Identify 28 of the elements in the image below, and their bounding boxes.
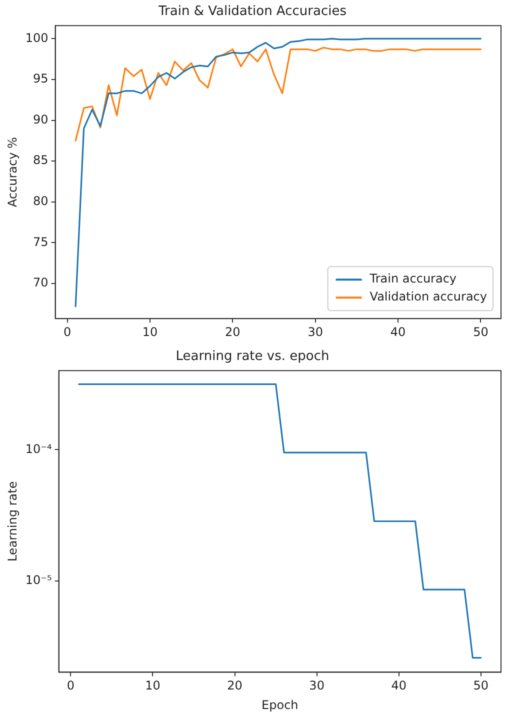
y-axis-title: Learning rate (5, 481, 20, 562)
y-tick-label: 10⁻⁴ (25, 442, 52, 456)
x-tick-label: 0 (66, 678, 75, 693)
y-tick-label: 100 (25, 30, 48, 45)
legend-label: Validation accuracy (370, 290, 488, 304)
x-axis-title: Epoch (262, 698, 298, 712)
x-tick-label: 0 (63, 324, 72, 339)
y-tick-label: 80 (33, 194, 48, 208)
y-tick-label: 75 (33, 234, 48, 249)
y-tick-label: 70 (33, 276, 48, 290)
x-tick-label: 20 (227, 678, 242, 693)
x-tick-label: 20 (225, 324, 240, 339)
y-tick-label: 95 (33, 72, 48, 86)
x-tick-label: 30 (308, 324, 324, 339)
x-tick-label: 50 (473, 324, 488, 339)
x-tick-label: 40 (390, 324, 406, 339)
y-tick-label: 10⁻⁵ (25, 573, 52, 588)
y-axis-title: Accuracy % (5, 137, 20, 208)
x-tick-label: 50 (473, 678, 489, 693)
legend-label: Train accuracy (368, 272, 457, 286)
y-tick-label: 90 (33, 112, 48, 126)
x-tick-label: 10 (142, 324, 158, 339)
x-tick-label: 10 (145, 678, 160, 693)
chart-title: Learning rate vs. epoch (176, 349, 330, 364)
x-tick-label: 30 (309, 678, 324, 693)
chart-title: Train & Validation Accuracies (158, 4, 347, 20)
y-tick-label: 85 (33, 153, 48, 168)
x-tick-label: 40 (391, 678, 407, 693)
